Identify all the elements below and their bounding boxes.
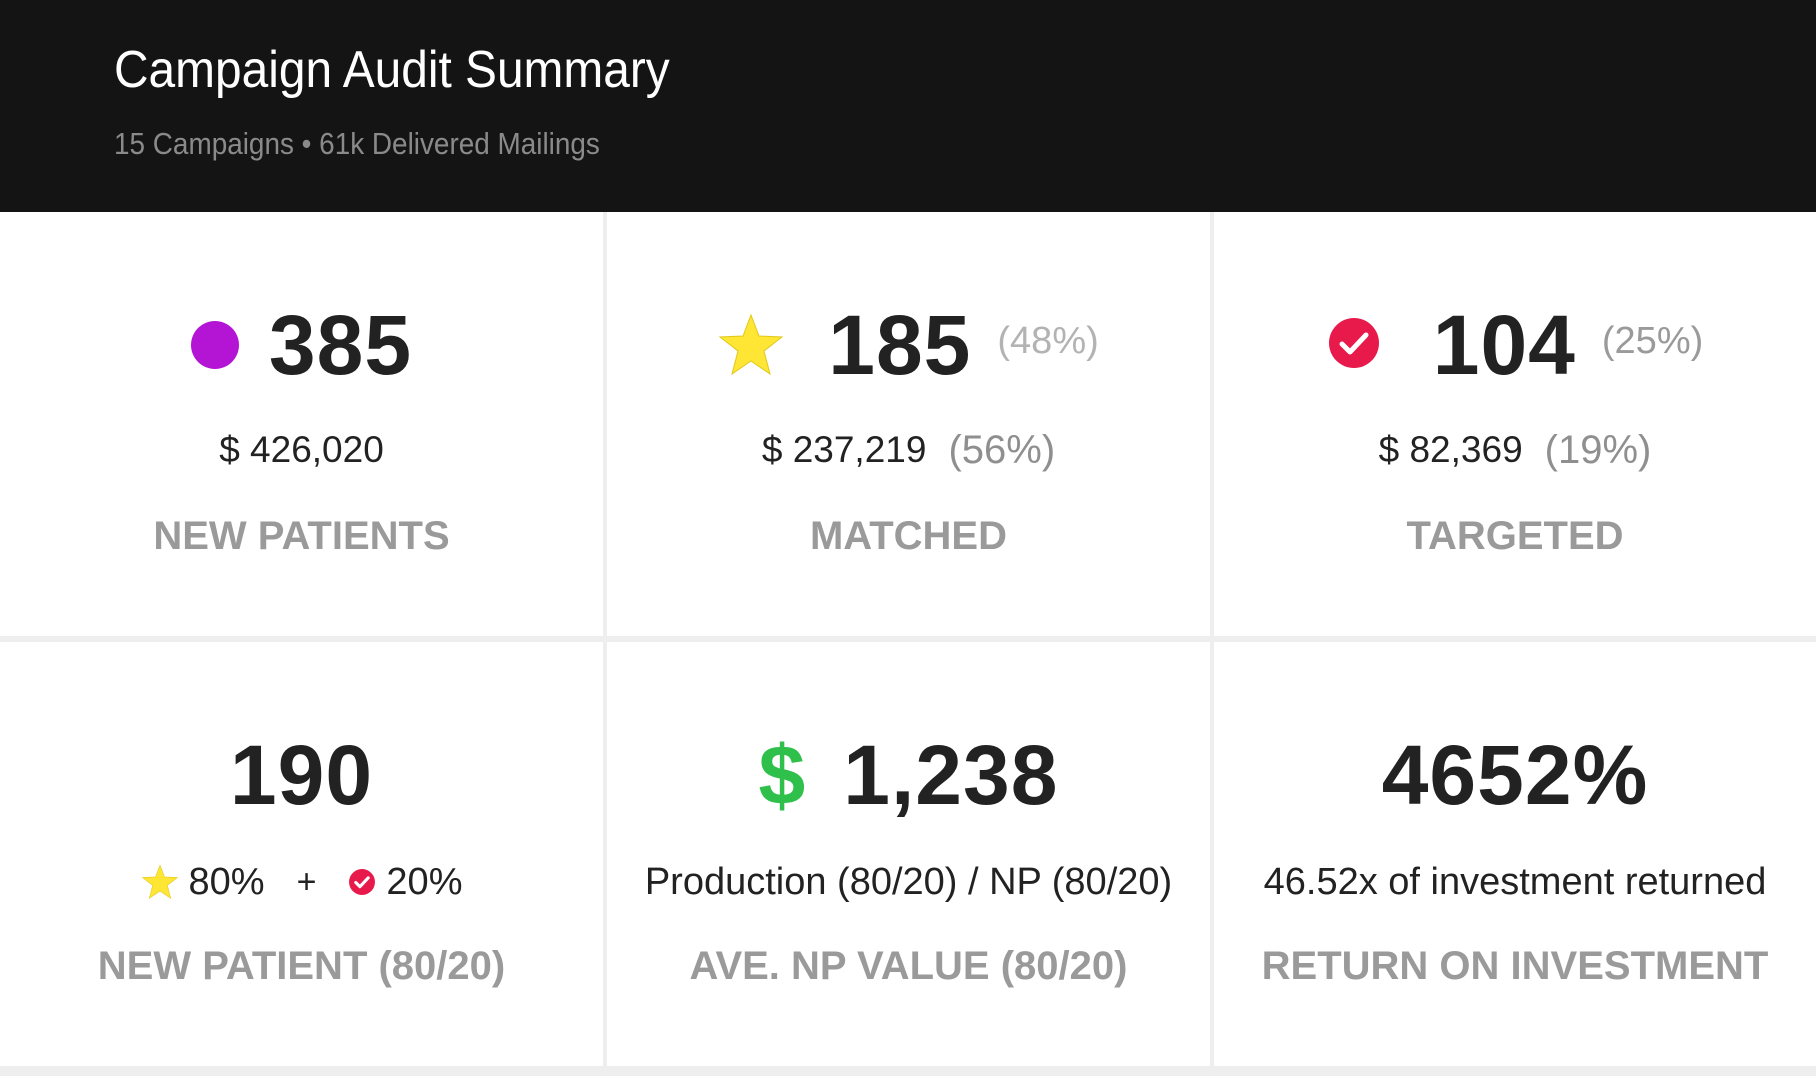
- plus-sign: +: [296, 862, 317, 901]
- star-icon: [718, 313, 784, 377]
- purple-dot-icon: [190, 321, 239, 369]
- roi-label: RETURN ON INVESTMENT: [1261, 944, 1769, 988]
- check-badge-icon: [348, 868, 376, 896]
- matched-label: MATCHED: [809, 514, 1007, 558]
- new-patient-8020-count: 190: [229, 727, 374, 822]
- tile-new-patient-8020: 190 80% + 20% NEW PATIENT (80/20): [0, 642, 603, 1066]
- targeted-amount: $ 82,369: [1378, 429, 1523, 470]
- ave-np-value: 1,238: [843, 727, 1059, 822]
- tile-matched: 185 (48%) $ 237,219 (56%) MATCHED: [607, 212, 1210, 636]
- new-patients-label: NEW PATIENTS: [153, 514, 450, 558]
- roi-detail: 46.52x of investment returned: [1263, 860, 1767, 903]
- ave-np-detail: Production (80/20) / NP (80/20): [644, 860, 1173, 903]
- matched-count-pct: (48%): [997, 319, 1099, 362]
- matched-count: 185: [828, 297, 972, 392]
- new-patients-amount: $ 426,020: [219, 429, 384, 470]
- targeted-amount-pct: (19%): [1544, 427, 1652, 472]
- star-icon: [141, 864, 179, 900]
- targeted-share: 20%: [386, 860, 463, 903]
- page-title: Campaign Audit Summary: [114, 41, 670, 99]
- new-patient-8020-label: NEW PATIENT (80/20): [97, 944, 506, 988]
- dollar-icon: $: [758, 727, 806, 822]
- stats-grid: 385 $ 426,020 NEW PATIENTS 185 (48%) $ 2…: [0, 212, 1816, 1076]
- matched-amount-pct: (56%): [948, 427, 1056, 472]
- targeted-label: TARGETED: [1406, 514, 1624, 558]
- page-subtitle: 15 Campaigns • 61k Delivered Mailings: [114, 126, 600, 161]
- check-badge-icon: [1327, 316, 1381, 375]
- roi-value: 4652%: [1381, 727, 1649, 822]
- tile-targeted: 104 (25%) $ 82,369 (19%) TARGETED: [1214, 212, 1816, 636]
- new-patients-count: 385: [268, 297, 413, 392]
- targeted-count-pct: (25%): [1601, 319, 1704, 362]
- tile-new-patients: 385 $ 426,020 NEW PATIENTS: [0, 212, 603, 636]
- tile-roi: 4652% 46.52x of investment returned RETU…: [1214, 642, 1816, 1066]
- tile-ave-np-value: $ 1,238 Production (80/20) / NP (80/20) …: [607, 642, 1210, 1066]
- summary-header: Campaign Audit Summary 15 Campaigns • 61…: [0, 0, 1816, 212]
- matched-share: 80%: [188, 860, 265, 903]
- ave-np-label: AVE. NP VALUE (80/20): [689, 944, 1128, 988]
- targeted-count: 104: [1432, 297, 1576, 392]
- matched-amount: $ 237,219: [761, 429, 927, 470]
